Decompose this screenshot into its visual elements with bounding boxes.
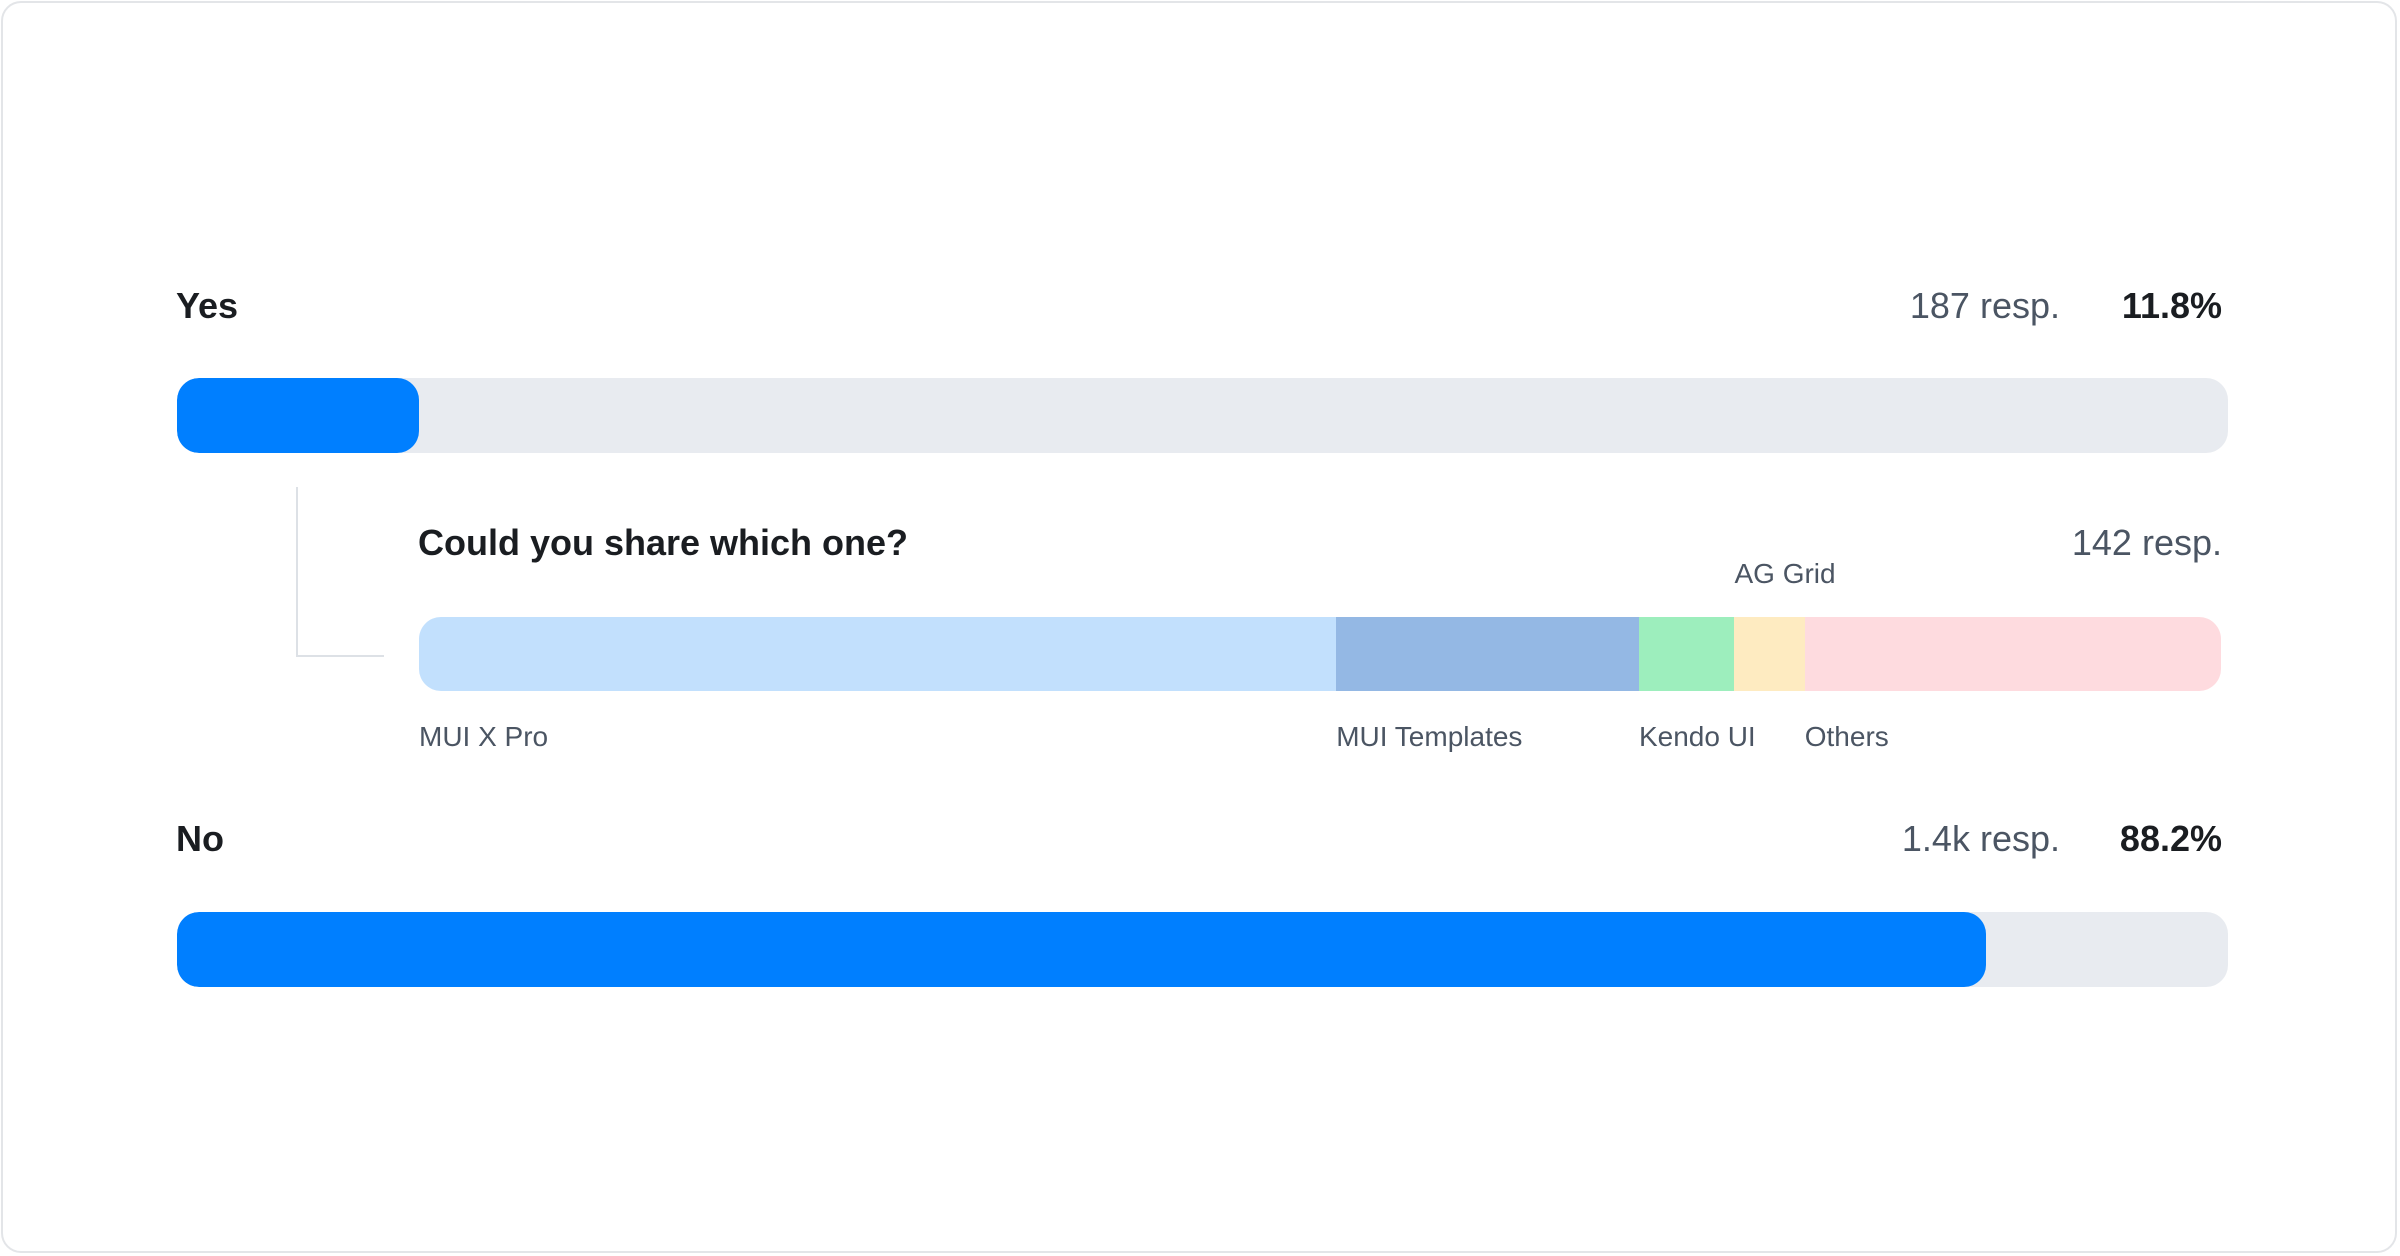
yes-bar-track bbox=[177, 378, 2228, 453]
segment-label: MUI X Pro bbox=[419, 721, 549, 752]
yes-bar-fill bbox=[177, 378, 420, 453]
yes-percent: 11.8% bbox=[2121, 285, 2222, 326]
segment-others bbox=[1804, 617, 2221, 691]
followup-question: Could you share which one? bbox=[418, 522, 909, 563]
segment-ag-grid bbox=[1734, 617, 1805, 691]
no-bar-fill bbox=[177, 912, 1986, 987]
segment-label: AG Grid bbox=[1734, 558, 1836, 589]
no-bar-track bbox=[177, 912, 2228, 987]
segment-label: Others bbox=[1804, 721, 1889, 752]
segment-label: MUI Templates bbox=[1336, 721, 1523, 752]
segment-label: Kendo UI bbox=[1638, 721, 1756, 752]
followup-stacked-bar bbox=[419, 617, 2221, 691]
no-responses: 1.4k resp. bbox=[1901, 818, 2060, 859]
segment-kendo-ui bbox=[1638, 617, 1735, 691]
segment-mui-x-pro bbox=[419, 617, 1337, 691]
followup-responses: 142 resp. bbox=[2071, 522, 2222, 563]
no-label: No bbox=[176, 818, 224, 859]
yes-responses: 187 resp. bbox=[1909, 285, 2060, 326]
yes-label: Yes bbox=[176, 285, 239, 326]
segment-mui-templates bbox=[1336, 617, 1639, 691]
followup-connector bbox=[296, 487, 384, 657]
no-percent: 88.2% bbox=[2119, 818, 2222, 859]
